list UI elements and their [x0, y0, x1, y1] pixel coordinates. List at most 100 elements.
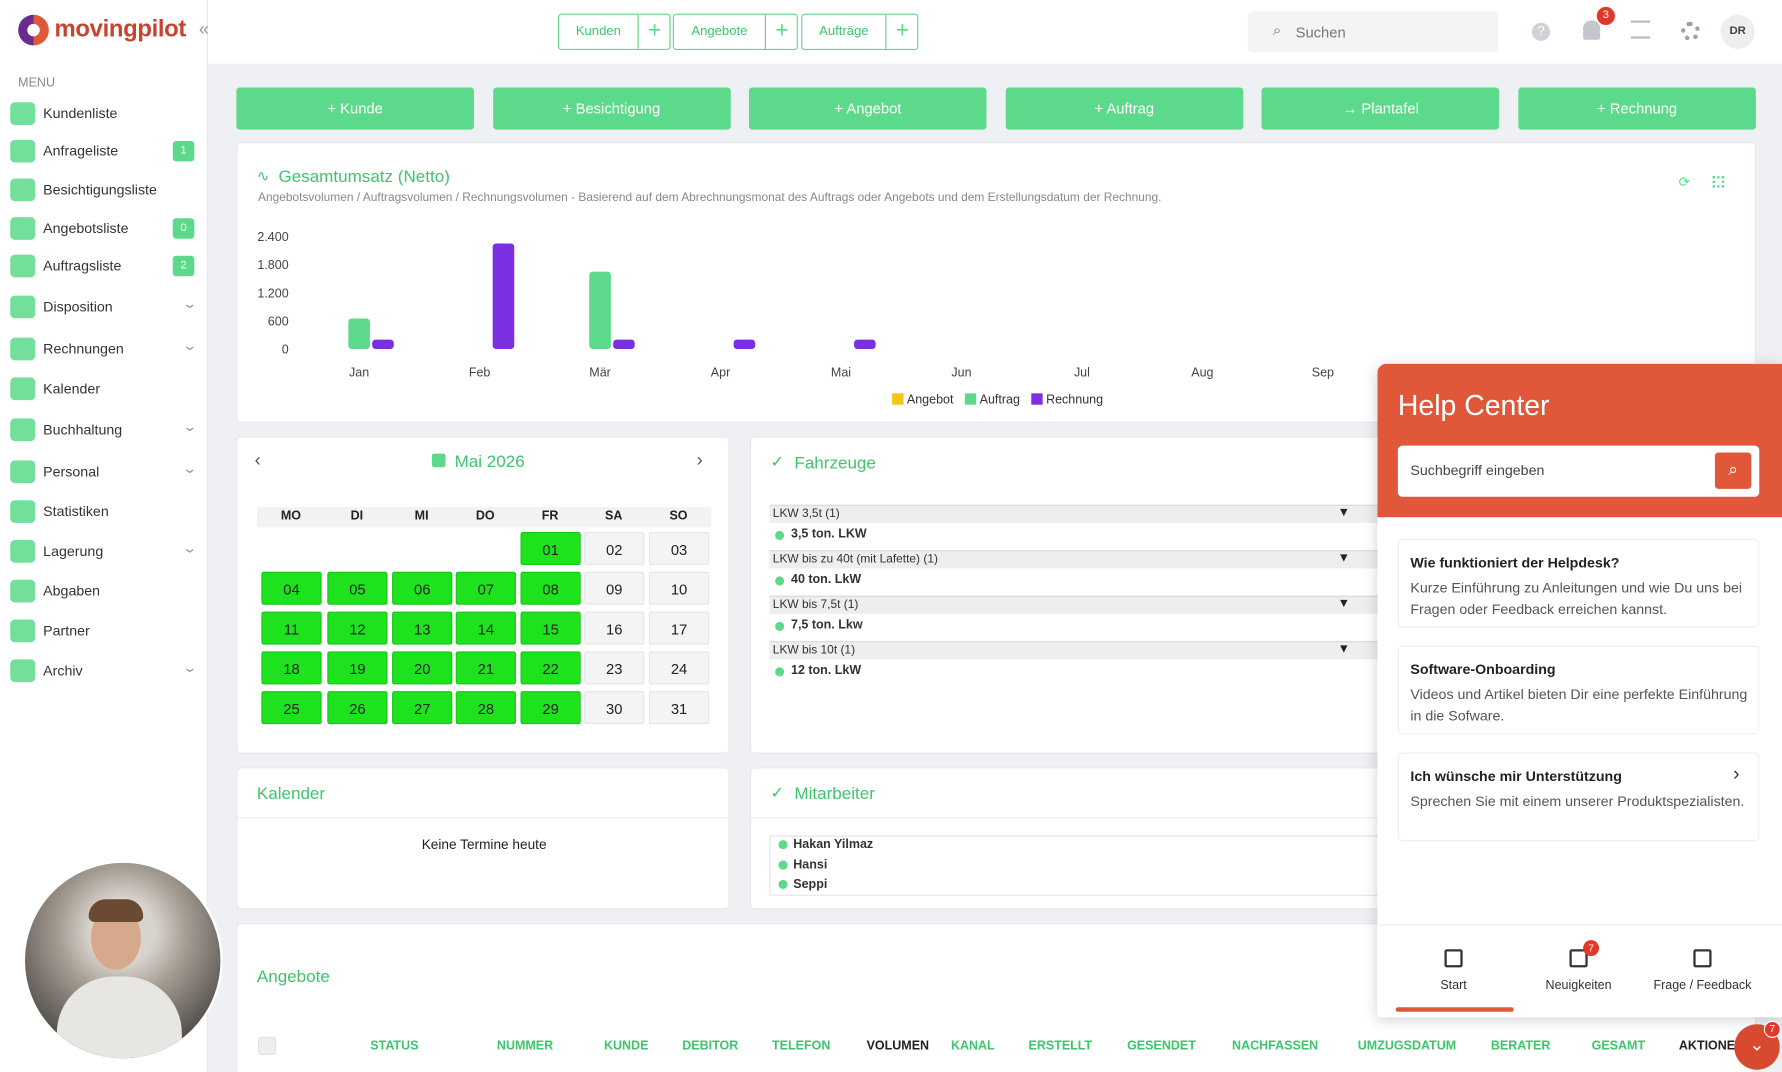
- help-search[interactable]: Suchbegriff eingeben ⌕: [1397, 445, 1760, 497]
- menu-item[interactable]: Buchhaltung ⌄: [0, 414, 208, 446]
- column-header[interactable]: NACHFASSEN: [1232, 1039, 1319, 1053]
- menu-item[interactable]: Archiv ⌄: [0, 655, 208, 687]
- help-tab[interactable]: Frage / Feedback: [1640, 938, 1765, 1006]
- vehicle-group[interactable]: LKW bis zu 40t (mit Lafette) (1) ▼: [769, 550, 1384, 569]
- calendar-day[interactable]: 11: [261, 611, 322, 645]
- quick-plus[interactable]: +: [885, 14, 918, 49]
- vehicle-group[interactable]: LKW bis 10t (1) ▼: [769, 641, 1384, 660]
- calendar-day[interactable]: 21: [455, 651, 516, 685]
- menu-item[interactable]: Statistiken: [0, 496, 208, 528]
- calendar-day[interactable]: 08: [520, 571, 581, 605]
- calendar-day[interactable]: 05: [327, 571, 388, 605]
- calendar-day[interactable]: 07: [455, 571, 516, 605]
- column-header[interactable]: ERSTELLT: [1028, 1039, 1093, 1053]
- menu-item[interactable]: Kalender: [0, 373, 208, 405]
- menu-item[interactable]: Kundenliste: [0, 98, 208, 130]
- calendar-day[interactable]: 22: [520, 651, 581, 685]
- calendar-day[interactable]: 14: [455, 611, 516, 645]
- calendar-day[interactable]: 15: [520, 611, 581, 645]
- help-search-button[interactable]: ⌕: [1714, 452, 1752, 489]
- calendar-day[interactable]: 19: [327, 651, 388, 685]
- quick-button[interactable]: Aufträge +: [801, 13, 919, 51]
- vehicle-group[interactable]: LKW 3,5t (1) ▼: [769, 504, 1384, 523]
- calendar-day[interactable]: 18: [261, 651, 322, 685]
- calendar-day[interactable]: 01: [520, 532, 581, 565]
- menu-item[interactable]: Partner: [0, 615, 208, 647]
- menu-chevron[interactable]: ⌄: [181, 418, 198, 435]
- column-header[interactable]: NUMMER: [496, 1039, 554, 1053]
- calendar-day[interactable]: 26: [327, 691, 388, 725]
- calendar-day[interactable]: 04: [261, 571, 322, 605]
- help-card[interactable]: Software-Onboarding Videos und Artikel bi…: [1397, 645, 1760, 735]
- prev-month[interactable]: ‹: [254, 451, 261, 471]
- menu-chevron[interactable]: ⌄: [181, 539, 198, 556]
- tasks-icon[interactable]: [1630, 20, 1651, 39]
- menu-item[interactable]: Personal ⌄: [0, 456, 208, 488]
- calendar-day[interactable]: 02: [584, 532, 645, 565]
- help-tab[interactable]: Neuigkeiten 7: [1516, 938, 1641, 1006]
- expand-icon[interactable]: [1712, 176, 1725, 188]
- column-header[interactable]: UMZUGSDATUM: [1357, 1039, 1457, 1053]
- menu-item[interactable]: Lagerung ⌄: [0, 535, 208, 567]
- column-header[interactable]: GESENDET: [1127, 1039, 1196, 1053]
- collapse-icon[interactable]: «: [198, 20, 210, 40]
- menu-item[interactable]: Auftragsliste 2: [0, 250, 208, 282]
- column-header[interactable]: TELEFON: [772, 1039, 831, 1053]
- calendar-day[interactable]: 28: [455, 691, 516, 725]
- calendar-day[interactable]: 31: [648, 691, 710, 725]
- menu-chevron[interactable]: ⌄: [181, 659, 198, 676]
- menu-item[interactable]: Angebotsliste 0: [0, 213, 208, 245]
- help-tab[interactable]: Start: [1391, 938, 1516, 1006]
- calendar-day[interactable]: 20: [392, 651, 453, 685]
- calendar-day[interactable]: 24: [648, 651, 710, 685]
- column-header[interactable]: STATUS: [370, 1039, 419, 1053]
- select-all[interactable]: [257, 1036, 277, 1055]
- help-card[interactable]: Ich wünsche mir Unterstützung Sprechen Si…: [1397, 752, 1760, 842]
- calendar-day[interactable]: 29: [520, 691, 581, 725]
- calendar-day[interactable]: 13: [392, 611, 453, 645]
- calendar-day[interactable]: 25: [261, 691, 322, 725]
- menu-chevron[interactable]: ⌄: [181, 460, 198, 477]
- calendar-day[interactable]: 03: [648, 532, 710, 565]
- calendar-day[interactable]: 27: [392, 691, 453, 725]
- help-card[interactable]: Wie funktioniert der Helpdesk? Kurze Einf…: [1397, 538, 1760, 628]
- action-button[interactable]: → Plantafel: [1261, 87, 1500, 130]
- menu-item[interactable]: Besichtigungsliste: [0, 174, 208, 206]
- column-header[interactable]: KUNDE: [603, 1039, 649, 1053]
- action-button[interactable]: + Rechnung: [1518, 87, 1756, 130]
- quick-plus[interactable]: +: [637, 14, 671, 49]
- column-header[interactable]: VOLUMEN: [866, 1039, 930, 1053]
- menu-chevron[interactable]: ⌄: [181, 337, 198, 354]
- menu-item[interactable]: Abgaben: [0, 575, 208, 607]
- calendar-day[interactable]: 23: [584, 651, 645, 685]
- avatar[interactable]: DR: [1720, 14, 1755, 49]
- search-box[interactable]: ⌕ Suchen: [1247, 11, 1498, 53]
- calendar-day[interactable]: 06: [392, 571, 453, 605]
- bell-icon[interactable]: [1583, 20, 1601, 40]
- action-button[interactable]: + Kunde: [236, 87, 474, 130]
- settings-icon[interactable]: [1680, 21, 1701, 41]
- menu-item[interactable]: Anfrageliste 1: [0, 135, 208, 167]
- refresh-icon[interactable]: ⟳: [1678, 173, 1691, 190]
- column-header[interactable]: DEBITOR: [682, 1039, 739, 1053]
- quick-plus[interactable]: +: [764, 14, 798, 49]
- action-button[interactable]: + Auftrag: [1005, 87, 1244, 130]
- column-header[interactable]: GESAMT: [1591, 1039, 1646, 1053]
- calendar-day[interactable]: 09: [584, 571, 645, 605]
- action-button[interactable]: + Besichtigung: [492, 87, 731, 130]
- menu-chevron[interactable]: ⌄: [181, 295, 198, 312]
- vehicle-group[interactable]: LKW bis 7,5t (1) ▼: [769, 595, 1384, 614]
- column-header[interactable]: AKTIONEN: [1678, 1039, 1745, 1053]
- quick-button[interactable]: Angebote +: [672, 13, 798, 51]
- quick-button[interactable]: Kunden +: [558, 13, 671, 51]
- calendar-day[interactable]: 30: [584, 691, 645, 725]
- calendar-day[interactable]: 12: [327, 611, 388, 645]
- calendar-day[interactable]: 10: [648, 571, 710, 605]
- next-month[interactable]: ›: [696, 451, 703, 471]
- menu-item[interactable]: Disposition ⌄: [0, 291, 208, 323]
- column-header[interactable]: BERATER: [1490, 1039, 1551, 1053]
- column-header[interactable]: KANAL: [950, 1039, 995, 1053]
- menu-item[interactable]: Rechnungen ⌄: [0, 333, 208, 365]
- calendar-day[interactable]: 16: [584, 611, 645, 645]
- help-icon[interactable]: ?: [1531, 22, 1551, 41]
